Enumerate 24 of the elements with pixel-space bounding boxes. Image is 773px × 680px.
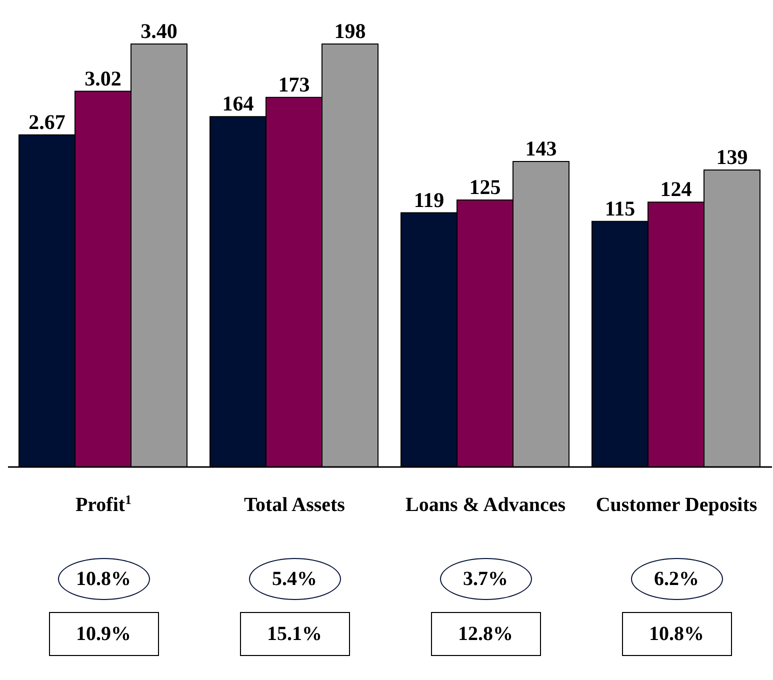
data-label: 139 <box>716 145 748 170</box>
ellipse-outline: 5.4% <box>248 558 340 600</box>
ellipse-outline: 6.2% <box>630 558 722 600</box>
data-label: 143 <box>525 136 557 160</box>
data-label: 3.40 <box>140 19 178 43</box>
data-label: 115 <box>604 196 636 220</box>
data-label: 198 <box>334 19 366 43</box>
x-tick-label: Total Assets <box>244 494 346 516</box>
data-label: 173 <box>278 72 310 96</box>
box-outline: 12.8% <box>430 612 540 656</box>
data-label: 119 <box>414 188 444 212</box>
data-label: 3.02 <box>84 66 122 90</box>
data-label: 164 <box>222 92 254 116</box>
ellipse-outline: 10.8% <box>58 558 150 600</box>
data-label: 2.67 <box>28 110 66 134</box>
data-label: 125 <box>469 174 501 199</box>
box-outline: 15.1% <box>240 612 350 656</box>
box-outline: 10.9% <box>48 612 158 656</box>
box-outline: 10.8% <box>622 612 732 656</box>
x-tick-label: Customer Deposits <box>596 494 758 516</box>
data-label: 124 <box>660 177 692 202</box>
x-tick-label: Profit$^{1}$ <box>75 492 132 516</box>
ellipse-outline: 3.7% <box>440 558 532 600</box>
x-tick-label: Loans & Advances <box>405 494 566 516</box>
